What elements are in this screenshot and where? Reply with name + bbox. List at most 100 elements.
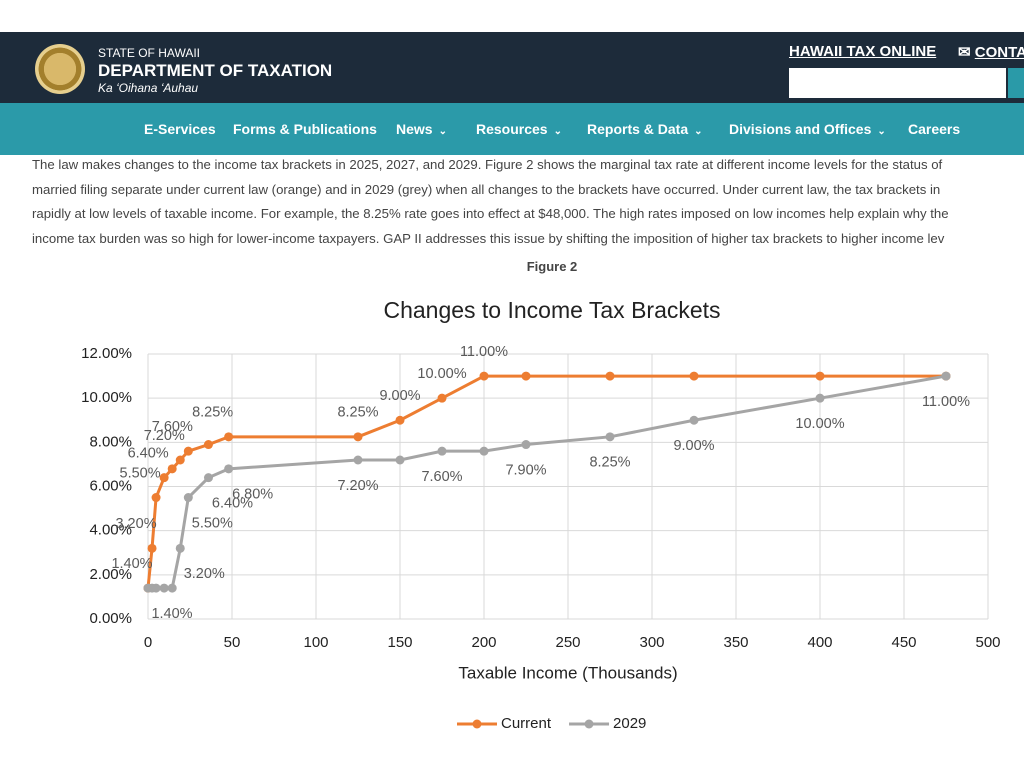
data-label: 1.40% xyxy=(111,556,152,572)
data-point xyxy=(151,493,161,503)
chart-title: Changes to Income Tax Brackets xyxy=(383,297,720,323)
data-label: 10.00% xyxy=(795,416,844,432)
data-point xyxy=(689,415,699,425)
nav-label[interactable]: E-Services xyxy=(144,121,216,137)
data-label: 6.40% xyxy=(128,445,169,461)
data-label: 6.80% xyxy=(232,487,273,503)
data-point xyxy=(689,371,699,381)
nav-item[interactable]: Resources ⌄ xyxy=(476,121,562,137)
data-point xyxy=(605,432,615,442)
data-label: 3.20% xyxy=(115,516,156,532)
data-point xyxy=(159,583,169,593)
x-tick-label: 0 xyxy=(144,634,152,651)
x-axis-title: Taxable Income (Thousands) xyxy=(458,663,677,682)
x-tick-label: 100 xyxy=(303,634,328,651)
data-point xyxy=(353,455,363,465)
y-tick-label: 4.00% xyxy=(89,522,132,539)
nav-item[interactable]: News ⌄ xyxy=(396,121,447,137)
nav-item[interactable]: Divisions and Offices ⌄ xyxy=(729,121,886,137)
series-line xyxy=(148,374,947,590)
nav-label[interactable]: News xyxy=(396,121,433,137)
data-point xyxy=(175,543,185,553)
nav-label[interactable]: Divisions and Offices xyxy=(729,121,872,137)
nav-item[interactable]: E-Services xyxy=(144,121,216,137)
data-point xyxy=(395,415,405,425)
data-point xyxy=(437,393,447,403)
data-point xyxy=(147,543,157,553)
data-label: 8.25% xyxy=(192,405,233,421)
text-line: The law makes changes to the income tax … xyxy=(32,157,943,172)
nav-bar: E-Services Forms & Publications News ⌄ Re… xyxy=(0,103,1024,155)
data-point xyxy=(151,583,161,593)
text-line: income tax burden was so high for lower-… xyxy=(32,230,945,246)
data-label: 7.60% xyxy=(152,419,193,435)
contact-link[interactable]: CONTACT xyxy=(974,44,1024,61)
nav-item[interactable]: Careers xyxy=(908,121,960,137)
data-point xyxy=(183,493,193,503)
data-label: 9.00% xyxy=(673,438,714,454)
x-tick-label: 500 xyxy=(975,634,1000,651)
legend-marker xyxy=(584,719,594,729)
data-point xyxy=(437,446,447,456)
data-label: 6.40% xyxy=(212,495,253,511)
article-text: The law makes changes to the income tax … xyxy=(32,153,1024,251)
x-tick-label: 300 xyxy=(639,634,664,651)
x-tick-label: 150 xyxy=(387,634,412,651)
data-point xyxy=(224,464,234,474)
nav-item[interactable]: Reports & Data ⌄ xyxy=(587,121,703,137)
legend-label: Current xyxy=(501,715,552,732)
nav-label[interactable]: Forms & Publications xyxy=(233,121,377,137)
data-point xyxy=(605,371,615,381)
y-tick-label: 10.00% xyxy=(81,389,132,406)
data-label: 7.60% xyxy=(421,469,462,485)
data-label: 7.20% xyxy=(337,478,378,494)
nav-label[interactable]: Resources xyxy=(476,121,548,137)
data-label: 8.25% xyxy=(337,405,378,421)
data-point xyxy=(224,432,234,442)
data-label: 3.20% xyxy=(184,566,225,582)
nav-item[interactable]: Forms & Publications xyxy=(233,121,377,137)
x-tick-label: 450 xyxy=(891,634,916,651)
contact-link-wrap: ✉ CONTACT xyxy=(958,43,1024,61)
data-label: 9.00% xyxy=(379,388,420,404)
data-point xyxy=(479,446,489,456)
nav-label[interactable]: Reports & Data xyxy=(587,121,689,137)
data-label: 11.00% xyxy=(460,344,508,360)
search-button[interactable] xyxy=(1008,68,1024,98)
y-tick-label: 8.00% xyxy=(89,433,132,450)
search-box[interactable] xyxy=(789,68,1006,98)
series-line xyxy=(146,374,946,589)
motto: Ka ʻOihana ʻAuhau xyxy=(98,81,199,95)
data-point xyxy=(479,371,489,381)
data-label: 1.40% xyxy=(151,606,192,622)
y-tick-label: 6.00% xyxy=(89,477,132,494)
text-line: married filing separate under current la… xyxy=(32,181,941,197)
data-label: 10.00% xyxy=(417,366,466,382)
y-tick-label: 2.00% xyxy=(89,566,132,583)
department-name[interactable]: DEPARTMENT OF TAXATION xyxy=(98,61,333,80)
data-point xyxy=(167,583,177,593)
legend-marker xyxy=(472,719,482,729)
site-header: STATE OF HAWAII DEPARTMENT OF TAXATION K… xyxy=(0,32,1024,103)
data-point xyxy=(815,393,825,403)
legend-label: 2029 xyxy=(613,715,646,732)
data-point xyxy=(353,432,363,442)
figure-caption: Figure 2 xyxy=(526,259,578,274)
data-point xyxy=(203,473,213,483)
data-point xyxy=(203,440,213,450)
tax-online-link[interactable]: HAWAII TAX ONLINE xyxy=(789,43,937,60)
text-line: rapidly at low levels of taxable income.… xyxy=(32,206,949,221)
nav-label[interactable]: Careers xyxy=(908,121,961,137)
data-label: 5.50% xyxy=(192,515,233,531)
data-point xyxy=(395,455,405,465)
data-label: 11.00% xyxy=(922,394,970,410)
seal-logo[interactable] xyxy=(35,44,85,94)
x-tick-label: 250 xyxy=(555,634,580,651)
data-point xyxy=(183,446,193,456)
y-tick-label: 0.00% xyxy=(89,610,132,627)
y-tick-label: 12.00% xyxy=(81,345,132,362)
data-label: 7.90% xyxy=(505,462,546,478)
x-tick-label: 350 xyxy=(723,634,748,651)
data-point xyxy=(815,371,825,381)
